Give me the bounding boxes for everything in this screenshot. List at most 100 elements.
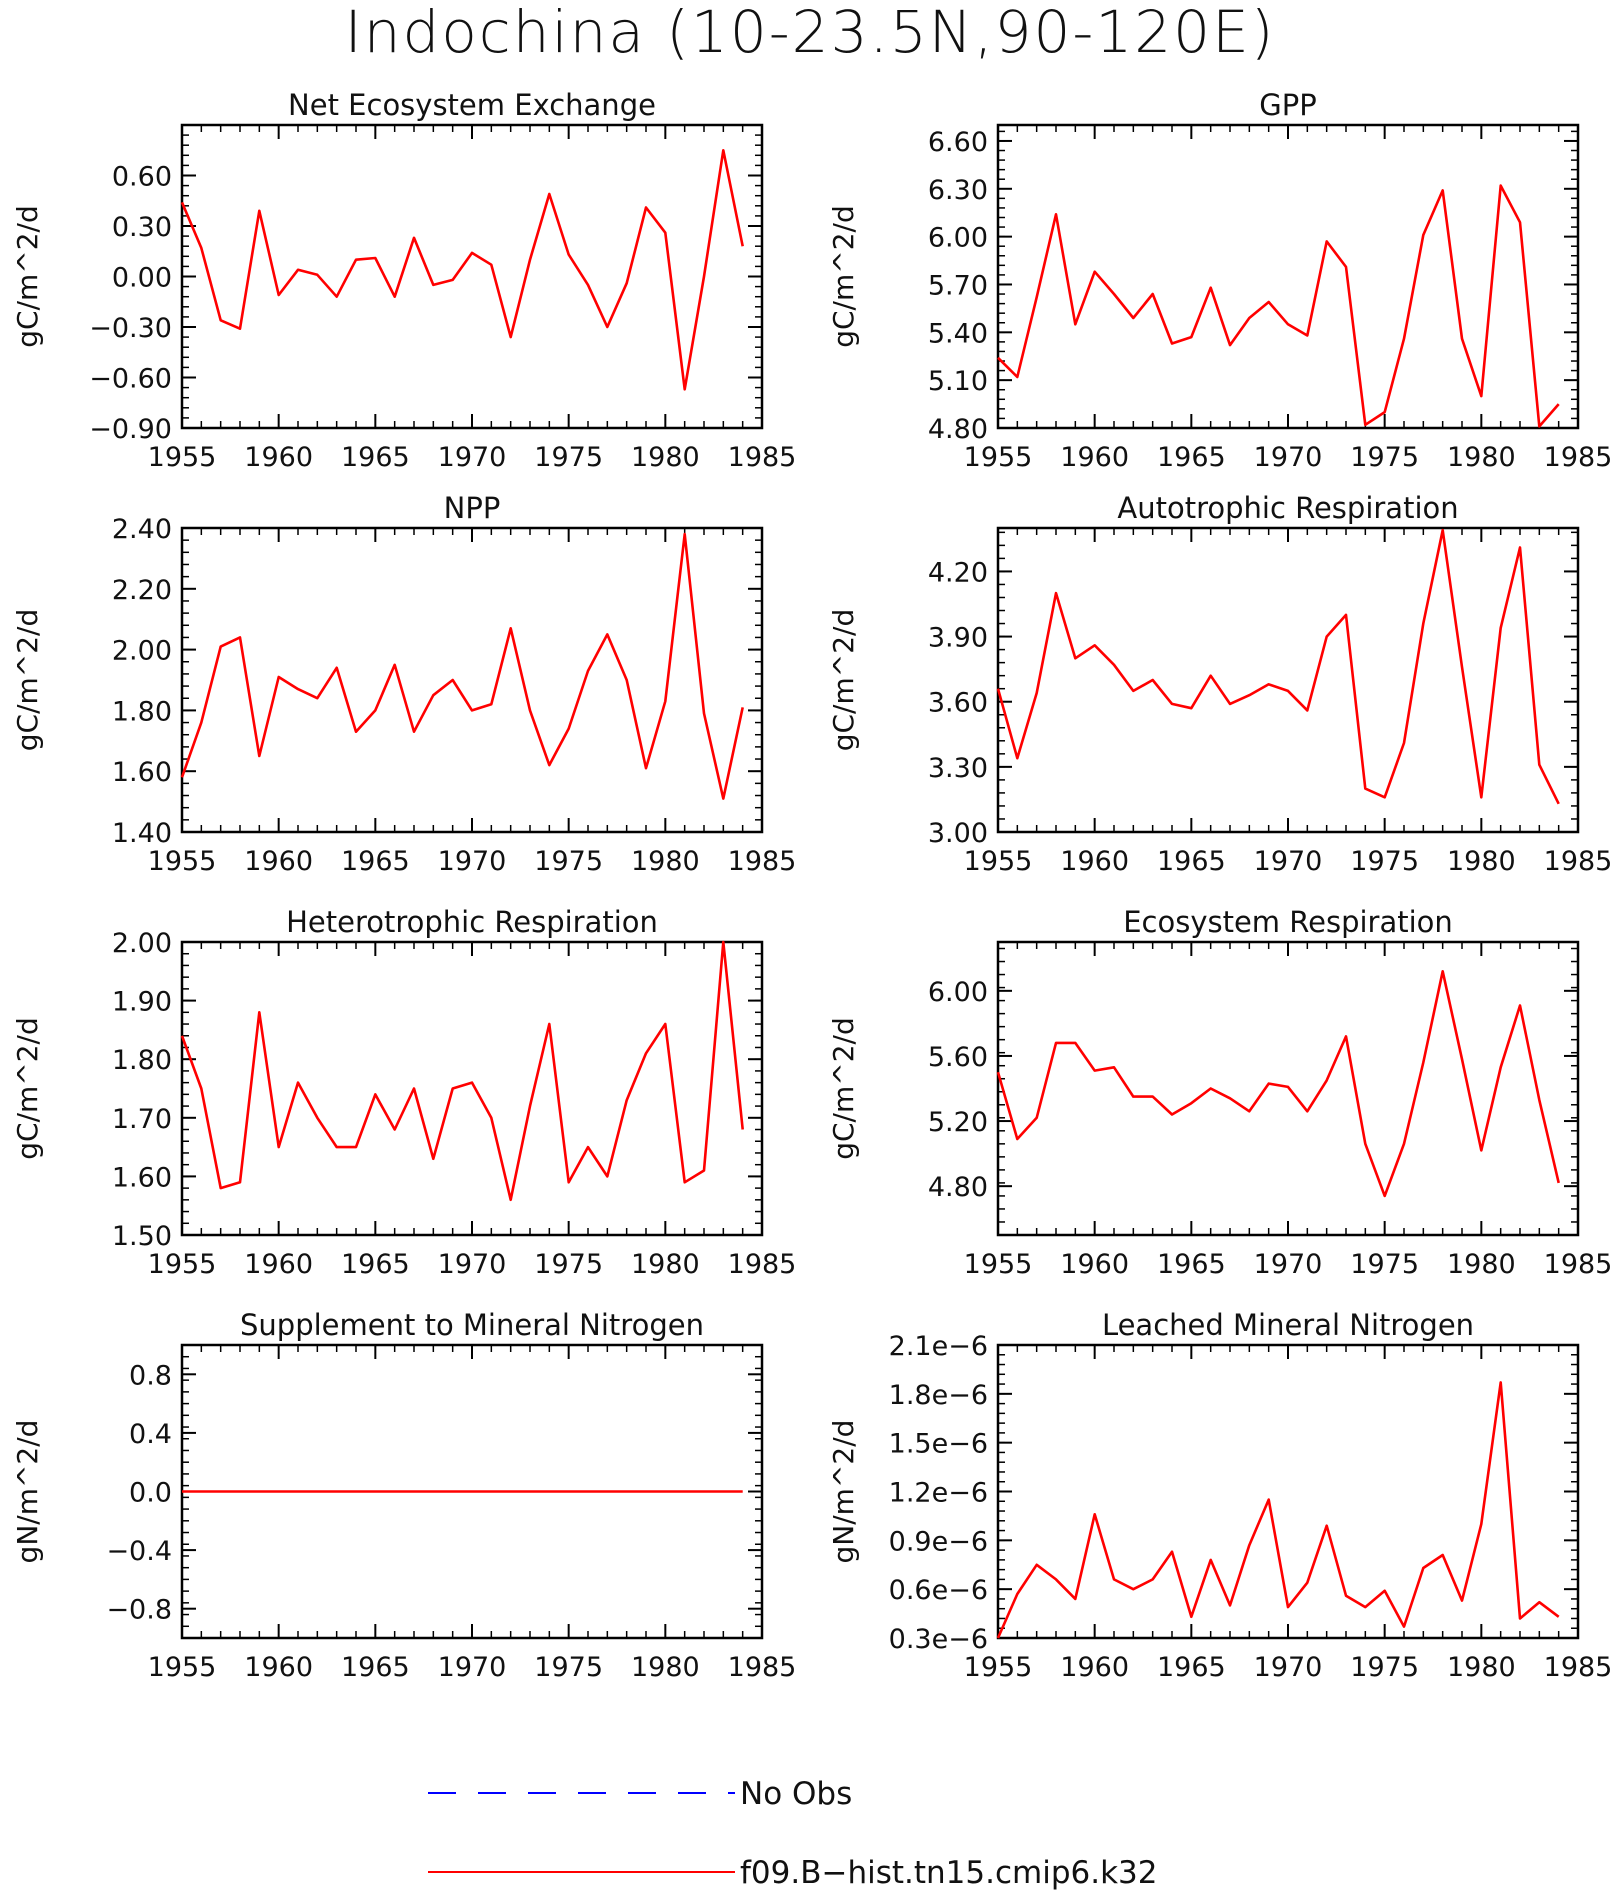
y-tick-label: 0.60 [112,162,172,193]
x-tick-label: 1975 [1350,846,1419,877]
x-tick-label: 1975 [1350,1652,1419,1683]
y-tick-label: −0.60 [89,364,172,395]
x-tick-label: 1970 [438,846,507,877]
x-tick-label: 1985 [1544,442,1613,473]
x-tick-label: 1985 [1544,1249,1613,1280]
x-tick-label: 1955 [964,846,1033,877]
y-tick-label: 5.10 [928,366,988,397]
x-tick-label: 1955 [148,442,217,473]
y-tick-label: 3.60 [928,688,988,719]
panel-1: 1955 1960 1965 1970 1975 1980 1985 −0.90 −0.60 −0… [11,88,796,473]
panel-4: 1955 1960 1965 1970 1975 1980 1985 3.00 3.30 3.60… [827,491,1612,877]
panel-7: 1955 1960 1965 1970 1975 1980 1985 −0.8 −0.4 0.0 0… [11,1308,796,1683]
x-tick-label: 1965 [341,1652,410,1683]
x-tick-label: 1960 [244,442,313,473]
y-tick-label: −0.30 [89,313,172,344]
x-tick-label: 1965 [1157,846,1226,877]
y-tick-label: 5.60 [928,1042,988,1073]
y-axis-label: gC/m^2/d [11,205,44,348]
y-tick-label: 1.80 [112,1045,172,1076]
x-tick-label: 1975 [1350,1249,1419,1280]
y-tick-label: 1.70 [112,1104,172,1135]
panel-title: Autotrophic Respiration [1117,491,1458,525]
y-tick-label: 2.1e−6 [889,1331,988,1362]
x-tick-label: 1955 [148,846,217,877]
y-tick-label: 4.80 [928,1172,988,1203]
panel-3: 1955 1960 1965 1970 1975 1980 1985 1.40 1.60 1.80… [11,491,796,877]
series-line [996,1381,1560,1639]
panel-2: 1955 1960 1965 1970 1975 1980 1985 4.80 5.10 5.40… [827,88,1612,473]
x-tick-label: 1960 [1060,1652,1129,1683]
y-tick-label: 3.30 [928,753,988,784]
x-tick-label: 1965 [341,442,410,473]
x-tick-label: 1970 [1254,442,1323,473]
x-tick-label: 1960 [244,1652,313,1683]
y-tick-label: 6.00 [928,223,988,254]
y-tick-label: 3.90 [928,623,988,654]
y-tick-label: 0.30 [112,212,172,243]
panel-title: Leached Mineral Nitrogen [1102,1308,1474,1342]
y-tick-label: 1.80 [112,696,172,727]
y-tick-label: 2.20 [112,575,172,606]
y-axis-label: gN/m^2/d [11,1420,44,1564]
x-tick-label: 1970 [438,1249,507,1280]
panel-title: GPP [1259,88,1316,122]
y-tick-label: 5.40 [928,318,988,349]
panel-title: Heterotrophic Respiration [286,905,658,939]
y-tick-label: 1.60 [112,757,172,788]
x-tick-label: 1980 [631,1652,700,1683]
x-tick-label: 1975 [534,442,603,473]
legend-label: f09.B−hist.tn15.cmip6.k32 [740,1855,1158,1891]
page-title: Indochina (10-23.5N,90-120E) [344,0,1276,66]
y-tick-label: 6.00 [928,977,988,1008]
y-tick-label: 4.80 [928,414,988,445]
x-tick-label: 1980 [631,442,700,473]
x-tick-label: 1985 [728,442,797,473]
x-tick-label: 1975 [534,1652,603,1683]
y-tick-label: 2.40 [112,514,172,545]
plot-frame [180,123,764,430]
x-tick-label: 1970 [438,1652,507,1683]
series-line [997,184,1560,428]
x-tick-label: 1985 [728,1249,797,1280]
y-tick-label: 4.20 [928,557,988,588]
x-tick-label: 1980 [1447,1652,1516,1683]
x-tick-label: 1960 [1060,442,1129,473]
y-tick-label: −0.90 [89,414,172,445]
y-tick-label: 1.40 [112,818,172,849]
y-tick-label: 5.70 [928,270,988,301]
panel-title: Ecosystem Respiration [1123,905,1453,939]
x-tick-label: 1980 [1447,1249,1516,1280]
x-tick-label: 1965 [1157,442,1226,473]
y-axis-label: gC/m^2/d [827,205,860,348]
panel-title: Net Ecosystem Exchange [288,88,656,122]
series-line [180,940,744,1202]
x-tick-label: 1960 [244,1249,313,1280]
x-tick-label: 1960 [1060,1249,1129,1280]
legend: No Obs f09.B−hist.tn15.cmip6.k32 [428,1776,1158,1891]
x-tick-label: 1985 [1544,1652,1613,1683]
y-tick-label: 1.8e−6 [889,1380,988,1411]
y-tick-label: 3.00 [928,818,988,849]
legend-label: No Obs [740,1776,852,1812]
x-tick-label: 1980 [1447,442,1516,473]
series-line [180,532,744,800]
panel-8: 1955 1960 1965 1970 1975 1980 1985 0.3e−6 0.6e−6… [827,1308,1612,1683]
x-tick-label: 1985 [728,846,797,877]
x-tick-label: 1955 [964,1249,1033,1280]
panel-6: 1955 1960 1965 1970 1975 1980 1985 4.80 5.20 5.60… [827,905,1612,1280]
x-tick-label: 1955 [964,1652,1033,1683]
x-tick-label: 1970 [1254,1652,1323,1683]
x-tick-label: 1955 [964,442,1033,473]
y-tick-label: 1.50 [112,1221,172,1252]
y-tick-label: 0.9e−6 [889,1526,988,1557]
series-line [180,149,744,391]
plot-frame [996,526,1580,834]
x-tick-label: 1970 [1254,1249,1323,1280]
y-tick-label: 6.60 [928,127,988,158]
y-tick-label: 0.8 [129,1360,172,1391]
y-axis-label: gN/m^2/d [827,1420,860,1564]
x-tick-label: 1965 [341,1249,410,1280]
y-axis-label: gC/m^2/d [827,609,860,752]
